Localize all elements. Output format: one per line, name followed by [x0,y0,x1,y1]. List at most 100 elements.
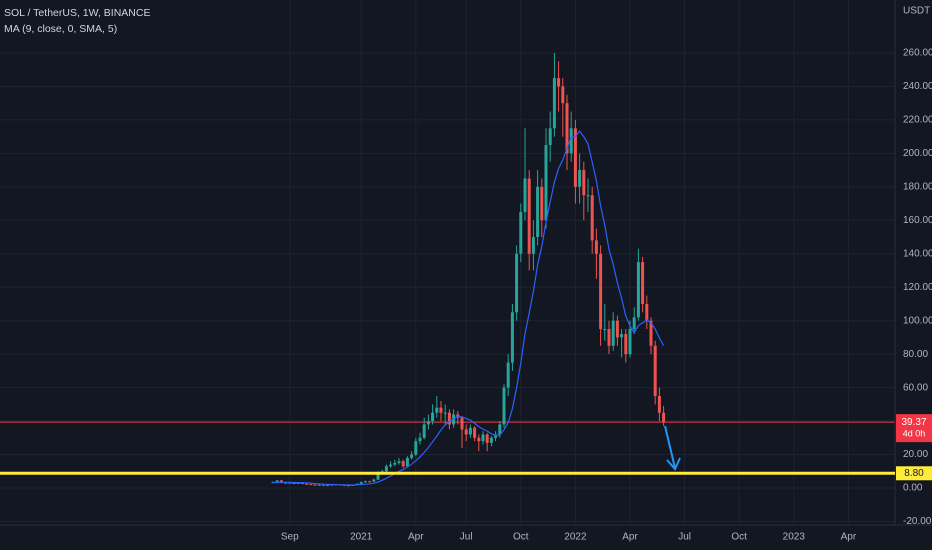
y-tick-label: 80.00 [903,349,928,360]
candle-body [615,320,619,338]
candle-body [611,320,615,346]
x-tick-label: Apr [622,532,638,543]
candle-body [582,170,586,196]
candle-body [519,211,523,254]
support-label-box [896,466,932,481]
chart-title: SOL / TetherUS, 1W, BINANCE [4,7,150,19]
candle-body [590,195,594,241]
candle-body [569,128,573,154]
candle-body [636,262,640,318]
candle-body [489,437,493,443]
candle-body [397,461,401,463]
candle-body [531,237,535,254]
support-label: 8.80 [904,468,924,479]
candle-body [641,262,645,304]
y-tick-label: 220.00 [903,115,932,126]
candle-body [536,186,540,238]
countdown-label: 4d 0h [903,429,926,439]
y-tick-label: -20.00 [903,516,932,527]
y-axis-label: USDT [903,6,930,17]
candle-body [418,437,422,442]
candle-body [510,312,514,363]
candle-body [481,434,485,442]
candle-body [401,461,405,467]
y-tick-label: 0.00 [903,483,923,494]
candle-body [662,412,666,423]
candle-body [410,454,414,458]
candle-body [607,329,611,346]
candle-body [376,472,380,480]
y-tick-label: 200.00 [903,148,932,159]
x-tick-label: 2022 [564,532,587,543]
candle-body [296,482,300,484]
candle-body [443,412,447,414]
candle-body [540,186,544,221]
candle-body [599,253,603,330]
candle-body [288,482,292,484]
candle-body [447,412,451,425]
candle-body [473,427,477,438]
x-tick-label: Oct [731,532,747,543]
x-tick-label: 2023 [783,532,806,543]
candle-body [435,407,439,413]
candle-body [330,484,334,486]
y-tick-label: 140.00 [903,248,932,259]
candle-body [506,362,510,388]
candle-body [464,429,468,435]
candle-body [284,482,288,484]
y-tick-label: 100.00 [903,315,932,326]
y-tick-label: 20.00 [903,449,928,460]
candle-body [498,424,502,435]
x-tick-label: Apr [841,532,857,543]
candle-body [586,195,590,197]
moving-average-line [272,130,665,486]
grid [0,0,895,525]
candle-body [359,482,363,484]
last-price-label: 39.37 [901,417,926,428]
candle-body [620,334,624,338]
candle-body [548,128,552,146]
x-tick-label: Oct [513,532,529,543]
candle-body [624,334,628,355]
candle-body [439,407,443,413]
candle-body [363,481,367,483]
arrow-shaft [664,425,676,469]
x-tick-label: Jul [678,532,691,543]
x-tick-label: Apr [408,532,424,543]
y-tick-label: 180.00 [903,181,932,192]
candle-body [347,485,351,487]
candle-body [431,412,435,422]
candle-body [309,484,313,486]
candle-body [317,484,321,486]
candle-body [389,464,393,467]
candle-body [523,178,527,212]
candle-body [372,479,376,482]
candle-body [405,457,409,467]
candle-body [321,484,325,486]
candle-body [645,303,649,321]
candle-body [414,441,418,455]
y-tick-label: 120.00 [903,282,932,293]
last-price-box [896,414,932,443]
candle-body [578,170,582,187]
candle-body [422,424,426,438]
candle-body [300,482,304,484]
x-tick-label: 2021 [350,532,373,543]
candle-body [502,387,506,425]
arrow-head [666,457,681,471]
candle-body [292,482,296,484]
candle-body [603,329,607,331]
plot [271,53,666,487]
candle-body [527,178,531,254]
candle-body [632,317,636,330]
candle-body [565,103,569,154]
candle-body [275,480,279,483]
candle-body [544,145,548,221]
x-tick-label: Jul [460,532,473,543]
candle-body [573,128,577,187]
candle-body [468,427,472,435]
candle-body [426,421,430,425]
candle-body [326,485,330,487]
candle-body [384,466,388,472]
